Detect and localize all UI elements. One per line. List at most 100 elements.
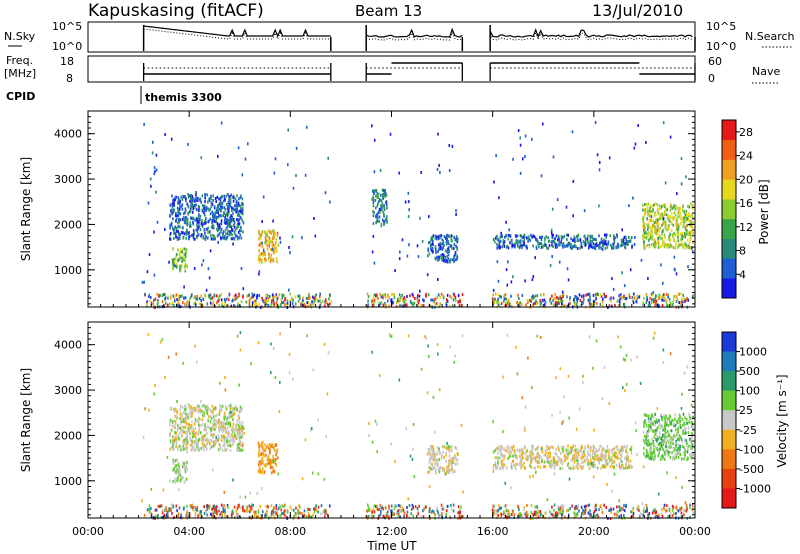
echo-cell bbox=[682, 204, 684, 208]
echo-cell bbox=[662, 228, 664, 232]
echo-cell bbox=[511, 467, 513, 471]
echo-cell bbox=[530, 454, 533, 457]
echo-cell bbox=[682, 244, 685, 248]
echo-cell bbox=[540, 245, 543, 249]
echo-cell bbox=[626, 454, 629, 458]
echo-cell bbox=[620, 445, 623, 449]
echo-cell bbox=[592, 242, 595, 246]
echo-cell bbox=[204, 200, 206, 204]
echo-cell bbox=[172, 198, 174, 202]
echo-cell bbox=[167, 510, 169, 514]
echo-cell bbox=[573, 238, 575, 242]
echo-cell bbox=[267, 461, 270, 465]
echo-cell bbox=[201, 303, 204, 307]
echo-cell bbox=[570, 237, 572, 241]
echo-cell bbox=[193, 302, 195, 305]
echo-cell bbox=[432, 458, 435, 462]
echo-cell bbox=[687, 212, 690, 216]
echo-cell bbox=[194, 300, 197, 304]
echo-cell bbox=[449, 294, 451, 298]
echo-cell bbox=[628, 293, 631, 297]
echo-cell bbox=[514, 453, 516, 457]
echo-cell bbox=[623, 504, 625, 507]
echo-cell bbox=[197, 418, 199, 422]
echo-cell bbox=[452, 247, 455, 251]
echo-cell bbox=[218, 294, 221, 298]
echo-cell bbox=[320, 504, 323, 508]
echo-cell bbox=[152, 302, 155, 306]
echo-cell bbox=[167, 296, 169, 300]
echo-cell bbox=[567, 444, 569, 448]
echo-cell bbox=[213, 422, 216, 426]
echo-cell bbox=[498, 196, 500, 200]
echo-cell bbox=[543, 460, 546, 464]
echo-cell bbox=[179, 444, 181, 448]
echo-cell bbox=[599, 454, 602, 458]
echo-cell bbox=[679, 444, 681, 448]
echo-cell bbox=[433, 299, 435, 303]
echo-cell bbox=[590, 446, 592, 449]
echo-cell bbox=[621, 455, 623, 459]
echo-cell bbox=[181, 207, 184, 211]
echo-cell bbox=[184, 220, 186, 224]
echo-cell bbox=[492, 450, 495, 454]
echo-cell bbox=[261, 299, 264, 303]
echo-cell bbox=[598, 447, 600, 451]
echo-cell bbox=[589, 454, 592, 458]
echo-cell bbox=[690, 436, 693, 440]
echo-cell bbox=[222, 236, 224, 240]
echo-cell bbox=[178, 201, 180, 204]
echo-cell bbox=[262, 467, 264, 471]
echo-cell bbox=[660, 215, 663, 219]
echo-cell bbox=[185, 407, 187, 411]
echo-cell bbox=[208, 415, 210, 419]
echo-cell bbox=[200, 447, 203, 450]
echo-cell bbox=[518, 297, 520, 300]
echo-cell bbox=[174, 480, 177, 484]
echo-cell bbox=[428, 451, 431, 454]
echo-cell bbox=[492, 464, 495, 468]
echo-cell bbox=[608, 453, 610, 457]
echo-cell bbox=[678, 209, 680, 213]
echo-cell bbox=[172, 424, 175, 428]
echo-cell bbox=[193, 434, 196, 437]
echo-cell bbox=[691, 203, 693, 207]
echo-cell bbox=[154, 170, 156, 174]
echo-cell bbox=[232, 435, 235, 439]
echo-cell bbox=[271, 299, 273, 303]
echo-cell bbox=[201, 435, 203, 439]
echo-cell bbox=[688, 219, 690, 222]
echo-cell bbox=[537, 242, 540, 246]
echo-cell bbox=[300, 303, 302, 307]
echo-cell bbox=[202, 298, 205, 301]
echo-cell bbox=[519, 136, 521, 140]
echo-cell bbox=[677, 430, 679, 434]
echo-cell bbox=[670, 441, 672, 445]
echo-cell bbox=[239, 405, 242, 409]
echo-cell bbox=[195, 193, 197, 197]
echo-cell bbox=[672, 442, 674, 446]
echo-cell bbox=[164, 293, 166, 297]
echo-cell bbox=[187, 192, 189, 196]
echo-cell bbox=[205, 407, 208, 411]
echo-cell bbox=[589, 448, 592, 452]
echo-cell bbox=[148, 508, 150, 511]
echo-cell bbox=[680, 221, 683, 225]
echo-cell bbox=[189, 221, 191, 225]
echo-cell bbox=[513, 448, 516, 452]
echo-cell bbox=[416, 244, 419, 248]
echo-cell bbox=[675, 445, 677, 449]
echo-cell bbox=[439, 242, 442, 245]
echo-cell bbox=[264, 448, 267, 452]
echo-cell bbox=[380, 193, 382, 197]
echo-cell bbox=[212, 233, 214, 237]
echo-cell bbox=[381, 293, 384, 297]
echo-cell bbox=[262, 453, 265, 457]
echo-cell bbox=[182, 301, 184, 305]
echo-cell bbox=[630, 445, 633, 449]
echo-cell bbox=[680, 157, 683, 161]
echo-cell bbox=[666, 217, 669, 221]
echo-cell bbox=[429, 456, 432, 460]
echo-cell bbox=[428, 510, 431, 514]
echo-cell bbox=[656, 210, 659, 214]
